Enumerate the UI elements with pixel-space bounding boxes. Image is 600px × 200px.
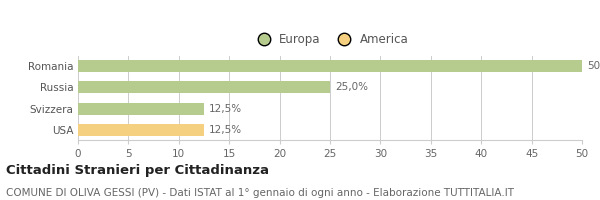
- Text: 12,5%: 12,5%: [209, 125, 242, 135]
- Text: 12,5%: 12,5%: [209, 104, 242, 114]
- Text: 25,0%: 25,0%: [335, 82, 368, 92]
- Bar: [78, 124, 204, 136]
- Text: COMUNE DI OLIVA GESSI (PV) - Dati ISTAT al 1° gennaio di ogni anno - Elaborazion: COMUNE DI OLIVA GESSI (PV) - Dati ISTAT …: [6, 188, 514, 198]
- Legend: Europa, America: Europa, America: [247, 28, 413, 51]
- Text: 50,0%: 50,0%: [587, 61, 600, 71]
- Bar: [78, 60, 582, 72]
- Bar: [78, 103, 204, 115]
- Bar: [78, 81, 330, 93]
- Text: Cittadini Stranieri per Cittadinanza: Cittadini Stranieri per Cittadinanza: [6, 164, 269, 177]
